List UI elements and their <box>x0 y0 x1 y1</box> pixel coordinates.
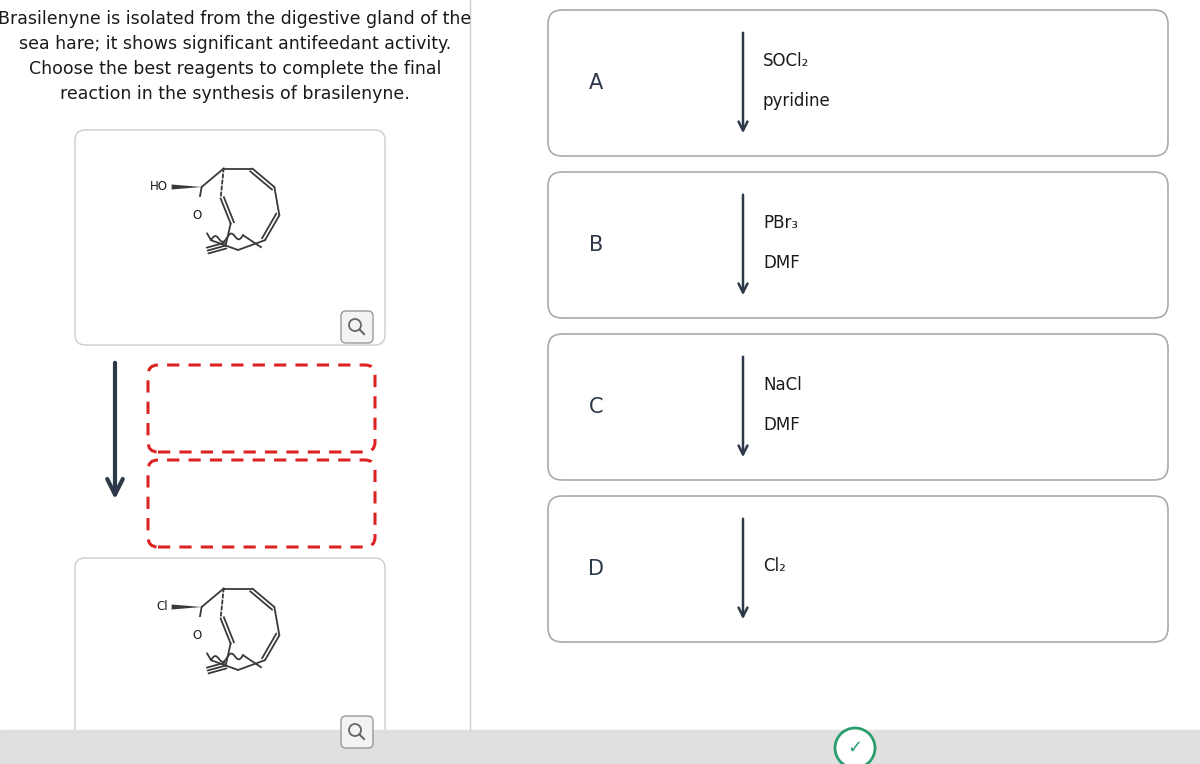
Text: C: C <box>589 397 604 417</box>
Text: ✓: ✓ <box>847 739 863 757</box>
Text: O: O <box>192 209 202 222</box>
Text: Cl₂: Cl₂ <box>763 557 786 575</box>
Text: PBr₃: PBr₃ <box>763 214 798 232</box>
Polygon shape <box>172 604 202 610</box>
FancyBboxPatch shape <box>548 496 1168 642</box>
Polygon shape <box>172 184 202 189</box>
Text: DMF: DMF <box>763 416 799 433</box>
Text: Cl: Cl <box>156 601 168 613</box>
FancyBboxPatch shape <box>148 460 374 547</box>
FancyBboxPatch shape <box>74 130 385 345</box>
Circle shape <box>835 728 875 764</box>
Text: B: B <box>589 235 604 255</box>
FancyBboxPatch shape <box>548 172 1168 318</box>
FancyBboxPatch shape <box>148 365 374 452</box>
FancyBboxPatch shape <box>341 716 373 748</box>
Text: A: A <box>589 73 604 93</box>
Text: D: D <box>588 559 604 579</box>
Text: NaCl: NaCl <box>763 376 802 394</box>
Text: DMF: DMF <box>763 254 799 271</box>
Text: O: O <box>192 629 202 642</box>
Bar <box>0 730 1200 764</box>
Text: SOCl₂: SOCl₂ <box>763 52 809 70</box>
Text: pyridine: pyridine <box>763 92 830 109</box>
FancyBboxPatch shape <box>74 558 385 750</box>
Text: HO: HO <box>150 180 168 193</box>
Text: Brasilenyne is isolated from the digestive gland of the
sea hare; it shows signi: Brasilenyne is isolated from the digesti… <box>0 10 472 103</box>
FancyBboxPatch shape <box>548 10 1168 156</box>
FancyBboxPatch shape <box>341 311 373 343</box>
FancyBboxPatch shape <box>548 334 1168 480</box>
